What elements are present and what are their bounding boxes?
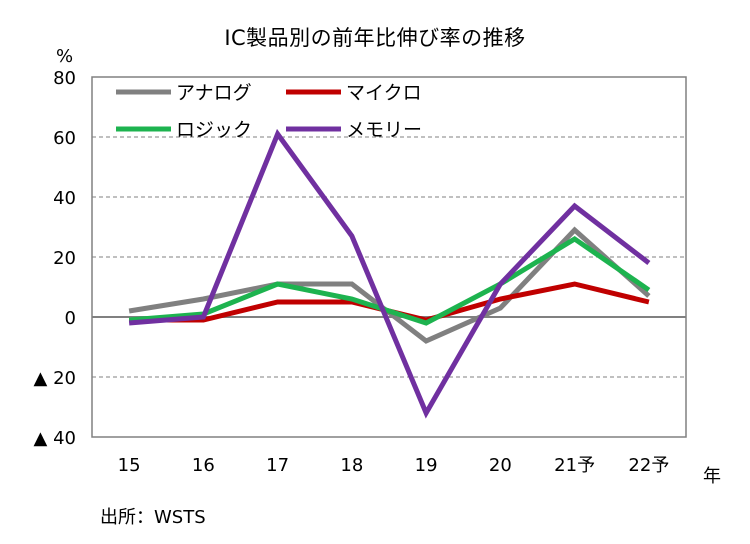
y-tick-label: 80 [53, 68, 76, 89]
legend-label: メモリー [346, 119, 422, 141]
y-axis-unit: % [56, 46, 74, 67]
legend-label: アナログ [176, 82, 252, 104]
y-tick-label: 40 [53, 188, 76, 209]
source-note: 出所：WSTS [100, 507, 206, 528]
x-tick-label: 19 [415, 455, 438, 476]
plot-area-border [91, 76, 687, 438]
y-tick-label: 0 [65, 308, 76, 329]
legend-label: マイクロ [346, 82, 422, 104]
series-line-3 [128, 128, 651, 419]
y-tick-label: 60 [53, 128, 76, 149]
y-tick-label: ▲ 20 [34, 368, 76, 389]
y-tick-label: ▲ 40 [34, 428, 76, 449]
y-tick-label: 20 [53, 248, 76, 269]
chart-title: IC製品別の前年比伸び率の推移 [224, 26, 526, 50]
series-line-2 [128, 236, 651, 326]
x-tick-label: 22予 [628, 455, 669, 476]
x-tick-label: 17 [266, 455, 289, 476]
x-tick-label: 15 [118, 455, 141, 476]
x-tick-label: 18 [340, 455, 363, 476]
x-axis-unit: 年 [703, 466, 721, 487]
x-tick-label: 16 [192, 455, 215, 476]
legend-label: ロジック [176, 119, 252, 141]
x-tick-label: 21予 [554, 455, 595, 476]
x-tick-label: 20 [489, 455, 512, 476]
